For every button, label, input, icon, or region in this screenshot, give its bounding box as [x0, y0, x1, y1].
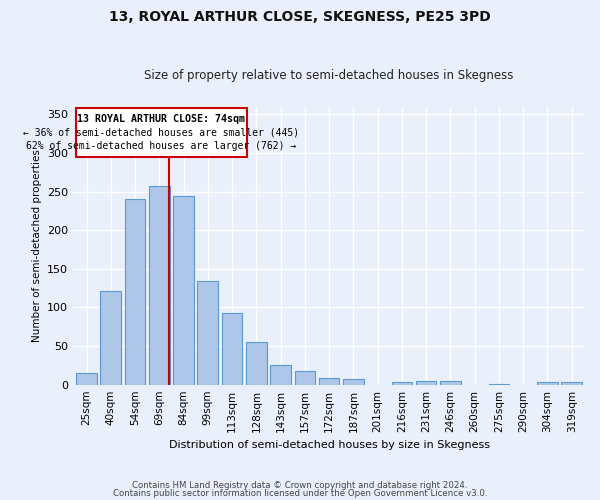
Bar — [440, 381, 461, 384]
Bar — [295, 371, 315, 384]
Bar — [125, 200, 145, 384]
Text: 62% of semi-detached houses are larger (762) →: 62% of semi-detached houses are larger (… — [26, 141, 296, 151]
X-axis label: Distribution of semi-detached houses by size in Skegness: Distribution of semi-detached houses by … — [169, 440, 490, 450]
Bar — [76, 373, 97, 384]
Bar — [197, 281, 218, 384]
Text: 13, ROYAL ARTHUR CLOSE, SKEGNESS, PE25 3PD: 13, ROYAL ARTHUR CLOSE, SKEGNESS, PE25 3… — [109, 10, 491, 24]
Y-axis label: Number of semi-detached properties: Number of semi-detached properties — [32, 150, 41, 342]
Bar — [270, 366, 291, 384]
Text: Contains HM Land Registry data © Crown copyright and database right 2024.: Contains HM Land Registry data © Crown c… — [132, 481, 468, 490]
Bar — [222, 313, 242, 384]
Bar — [246, 342, 266, 384]
Bar — [100, 290, 121, 384]
Text: ← 36% of semi-detached houses are smaller (445): ← 36% of semi-detached houses are smalle… — [23, 128, 299, 138]
Bar — [149, 186, 170, 384]
Bar — [392, 382, 412, 384]
Text: 13 ROYAL ARTHUR CLOSE: 74sqm: 13 ROYAL ARTHUR CLOSE: 74sqm — [77, 114, 245, 124]
Bar — [173, 196, 194, 384]
Bar — [416, 381, 436, 384]
Bar — [76, 108, 247, 157]
Bar — [537, 382, 558, 384]
Bar — [562, 382, 582, 384]
Bar — [343, 380, 364, 384]
Bar — [319, 378, 340, 384]
Text: Contains public sector information licensed under the Open Government Licence v3: Contains public sector information licen… — [113, 488, 487, 498]
Title: Size of property relative to semi-detached houses in Skegness: Size of property relative to semi-detach… — [145, 69, 514, 82]
